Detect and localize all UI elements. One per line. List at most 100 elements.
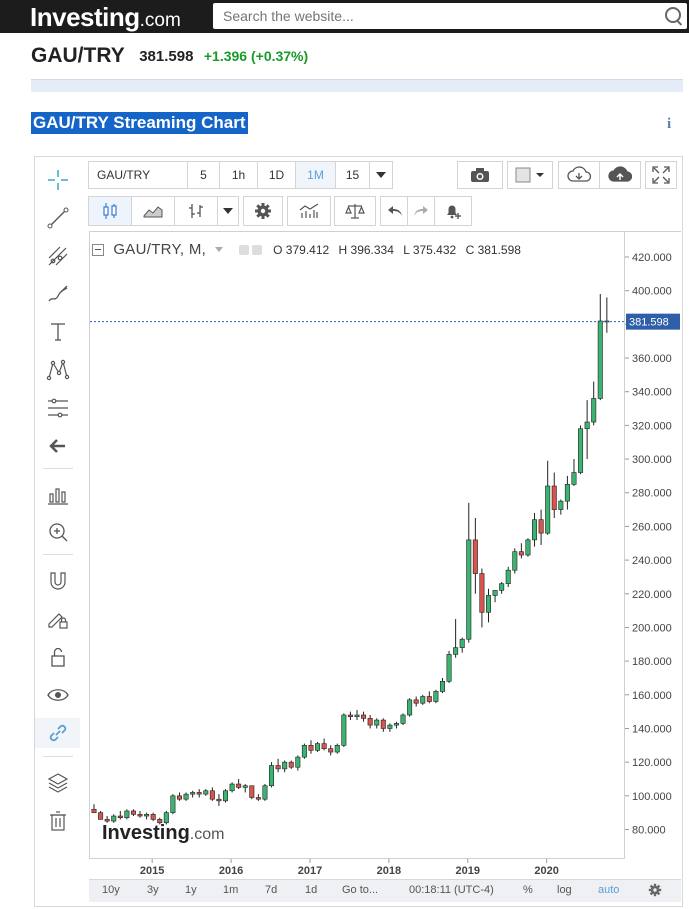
pattern-icon[interactable] xyxy=(35,355,80,385)
interval-1m[interactable]: 1M xyxy=(295,161,336,189)
interval-5[interactable]: 5 xyxy=(187,161,220,189)
candle xyxy=(361,711,367,722)
chevron-down-icon xyxy=(376,172,386,178)
magnet-icon[interactable] xyxy=(35,566,80,596)
candle xyxy=(499,581,505,594)
range-7d[interactable]: 7d xyxy=(265,884,278,896)
indicators-button[interactable] xyxy=(287,196,331,226)
log-toggle[interactable]: log xyxy=(557,884,572,896)
y-tick-label: 200.000 xyxy=(632,622,672,634)
current-price-tag xyxy=(626,313,680,330)
y-tick-label: 340.000 xyxy=(632,387,672,399)
range-10y[interactable]: 10y xyxy=(102,884,120,896)
fib-icon[interactable] xyxy=(35,393,80,423)
lock-draw-icon[interactable] xyxy=(35,604,80,634)
x-axis-labels: 2015 2016 2017 2018 2019 2020 xyxy=(140,859,559,877)
candle xyxy=(446,651,452,684)
interval-label: 1D xyxy=(268,168,285,182)
search-input[interactable] xyxy=(221,3,665,29)
watermark-main: Investing xyxy=(102,822,190,844)
candle xyxy=(492,590,498,603)
chart-type-bars-button[interactable] xyxy=(174,196,218,226)
candle xyxy=(255,794,261,801)
chart-type-candles-button[interactable] xyxy=(88,196,132,226)
candle xyxy=(163,810,169,825)
goto-button[interactable]: Go to... xyxy=(342,884,379,896)
candle xyxy=(459,637,465,653)
pitchfork-icon[interactable] xyxy=(35,241,80,271)
candle xyxy=(387,723,393,732)
range-1m[interactable]: 1m xyxy=(223,884,239,896)
chevron-down-icon[interactable] xyxy=(215,246,224,253)
link-icon[interactable] xyxy=(35,718,80,748)
candles-icon xyxy=(103,203,117,219)
unlock-icon[interactable] xyxy=(35,642,80,672)
candle xyxy=(393,721,399,729)
y-axis-labels: 80.000 100.000 120.000 140.000 160.000 180.00… xyxy=(625,252,680,837)
range-3y[interactable]: 3y xyxy=(147,884,159,896)
settings-small-icon[interactable] xyxy=(251,244,262,255)
search-icon[interactable] xyxy=(665,7,681,23)
investing-logo[interactable]: Investing.com xyxy=(30,2,181,33)
auto-toggle[interactable]: auto xyxy=(598,884,620,896)
zoom-in-icon[interactable] xyxy=(35,517,80,547)
chart-type-area-button[interactable] xyxy=(131,196,175,226)
download-icon xyxy=(567,166,591,182)
trend-line-icon[interactable] xyxy=(35,203,80,233)
range-1d[interactable]: 1d xyxy=(305,884,318,896)
trash-icon[interactable] xyxy=(35,806,80,836)
candle xyxy=(229,782,235,793)
candle xyxy=(209,787,215,801)
candle xyxy=(420,694,426,705)
candle xyxy=(584,400,590,460)
alert-button[interactable] xyxy=(434,196,472,226)
range-1y[interactable]: 1y xyxy=(185,884,197,896)
redo-button[interactable] xyxy=(407,196,435,226)
instrument-symbol: GAU/TRY xyxy=(31,44,125,67)
chart-plot-area[interactable] xyxy=(89,231,625,859)
compare-button[interactable] xyxy=(334,196,376,226)
save-chart-button[interactable] xyxy=(599,161,641,189)
snapshot-button[interactable] xyxy=(457,161,503,189)
chart-type-dropdown[interactable] xyxy=(217,196,239,226)
layers-icon[interactable] xyxy=(35,768,80,798)
crosshair-icon[interactable] xyxy=(35,165,80,195)
clock-time: 00:18:11 (UTC-4) xyxy=(409,884,494,896)
y-tick-label: 360.000 xyxy=(632,353,672,365)
candle xyxy=(236,778,242,790)
y-axis[interactable]: 80.000 100.000 120.000 140.000 160.000 180.00… xyxy=(625,231,681,859)
legend-series-name: GAU/TRY, M, xyxy=(113,241,207,258)
collapse-legend-icon[interactable] xyxy=(92,243,104,256)
text-icon[interactable] xyxy=(35,317,80,347)
fullscreen-icon xyxy=(652,166,670,184)
load-chart-button[interactable] xyxy=(558,161,600,189)
undo-button[interactable] xyxy=(380,196,408,226)
interval-15[interactable]: 15 xyxy=(335,161,370,189)
settings-icon[interactable] xyxy=(648,883,662,897)
interval-1d[interactable]: 1D xyxy=(257,161,296,189)
interval-1h[interactable]: 1h xyxy=(219,161,258,189)
fullscreen-button[interactable] xyxy=(645,161,677,189)
x-axis[interactable]: 2015 2016 2017 2018 2019 2020 xyxy=(89,859,625,880)
chart-settings-button[interactable] xyxy=(243,196,283,226)
candle xyxy=(551,472,557,518)
brush-icon[interactable] xyxy=(35,279,80,309)
symbol-input[interactable]: GAU/TRY xyxy=(88,161,188,189)
x-tick-label: 2020 xyxy=(534,865,558,877)
x-tick-label: 2015 xyxy=(140,865,164,877)
percent-toggle[interactable]: % xyxy=(523,884,533,896)
eye-toggle-icon[interactable] xyxy=(238,244,249,255)
candle xyxy=(347,711,353,721)
info-icon[interactable]: i xyxy=(667,116,672,132)
candle xyxy=(104,816,110,823)
candle xyxy=(367,715,373,729)
search-box[interactable] xyxy=(213,3,687,29)
interval-dropdown[interactable] xyxy=(369,161,393,189)
alert-icon xyxy=(447,205,461,219)
eye-icon[interactable] xyxy=(35,680,80,710)
color-picker-button[interactable] xyxy=(507,161,553,189)
arrow-left-icon[interactable] xyxy=(35,431,80,461)
measure-icon[interactable] xyxy=(35,480,80,510)
candle xyxy=(275,758,281,773)
candle xyxy=(144,812,150,820)
